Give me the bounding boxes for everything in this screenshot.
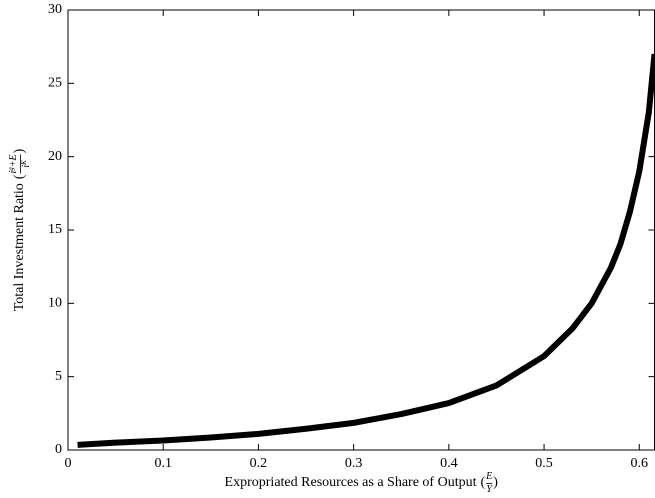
x-tick-label: 0.2 [250,456,268,471]
xlabel-text: Expropriated Resources as a Share of Out… [225,475,477,490]
y-tick-label: 20 [48,149,62,164]
x-tick-label: 0.3 [345,456,363,471]
xlabel-paren: ( [480,475,485,490]
xlabel-num-part: E [485,471,492,482]
ylabel-num: ig+E [7,154,20,173]
xlabel-den-part: Y [486,484,493,495]
ylabel-num-part: g [7,167,15,171]
data-line [77,53,655,448]
y-tick-label: 30 [48,2,62,17]
y-tick-label: 0 [55,442,62,457]
xlabel-den: Y [486,484,493,495]
x-tick-label: 0.4 [440,456,458,471]
xlabel-num: E [485,471,492,482]
x-axis-label: Expropriated Resources as a Share of Out… [225,471,499,495]
y-tick-label: 10 [48,296,62,311]
ylabel-text: Total Investment Ratio [12,183,27,311]
ylabel-num-part: +E [8,154,19,167]
ylabel-den: iK [20,160,33,168]
xlabel-paren: ) [493,475,498,490]
x-tick-label: 0.5 [535,456,553,471]
x-tick-label: 0.1 [154,456,172,471]
y-tick-label: 25 [48,76,62,91]
plot-frame [67,9,655,451]
y-axis-label: Total Investment Ratio(ig+E iK) [7,148,33,311]
x-tick-label: 0.6 [631,456,649,471]
ylabel-den-part: K [20,160,28,166]
ylabel-paren: ( [12,174,27,179]
y-tick-label: 15 [48,222,62,237]
ylabel-num-part: i [8,171,19,174]
x-tick-label: 0 [65,456,72,471]
ylabel-den-part: i [21,165,32,168]
ylabel-paren: ) [12,148,27,153]
y-tick-label: 5 [55,369,62,384]
